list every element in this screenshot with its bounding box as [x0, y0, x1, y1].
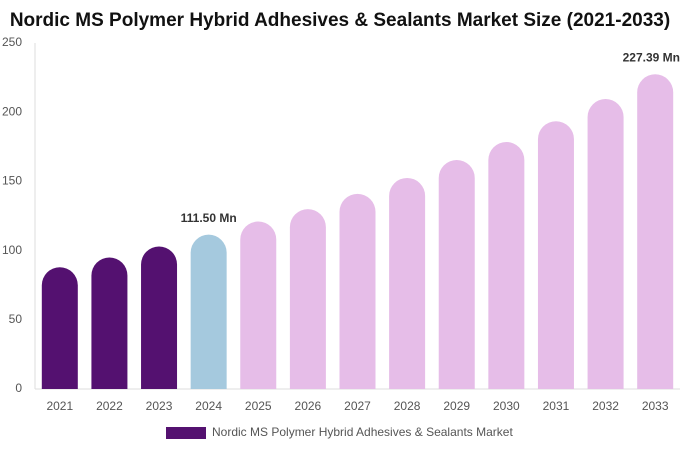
x-tick-label: 2033	[642, 399, 669, 413]
x-tick-label: 2028	[394, 399, 421, 413]
bar	[587, 99, 624, 389]
x-tick-label: 2023	[146, 399, 173, 413]
y-tick-label: 0	[15, 381, 22, 395]
bar	[289, 209, 326, 389]
x-tick-label: 2025	[245, 399, 272, 413]
bar	[240, 221, 277, 389]
x-tick-label: 2021	[46, 399, 73, 413]
x-tick-label: 2022	[96, 399, 123, 413]
bar	[389, 177, 426, 389]
legend-label: Nordic MS Polymer Hybrid Adhesives & Sea…	[212, 425, 513, 439]
bar	[41, 267, 78, 389]
bar	[537, 121, 574, 390]
legend-swatch	[166, 427, 206, 439]
bar	[438, 159, 475, 389]
bar	[91, 257, 128, 389]
value-label: 111.50 Mn	[181, 211, 237, 225]
x-tick-label: 2026	[295, 399, 322, 413]
x-tick-label: 2031	[543, 399, 570, 413]
x-tick-label: 2032	[592, 399, 619, 413]
y-tick-label: 250	[2, 35, 22, 49]
bar	[488, 141, 525, 389]
chart-title: Nordic MS Polymer Hybrid Adhesives & Sea…	[10, 10, 670, 31]
x-tick-label: 2027	[344, 399, 371, 413]
value-label: 227.39 Mn	[623, 50, 680, 64]
y-tick-label: 150	[2, 174, 22, 188]
y-tick-label: 200	[2, 104, 22, 118]
bar	[637, 74, 674, 389]
x-tick-label: 2030	[493, 399, 520, 413]
bar	[141, 246, 178, 389]
x-tick-label: 2029	[443, 399, 470, 413]
x-tick-label: 2024	[195, 399, 222, 413]
bar	[339, 193, 376, 389]
bar	[190, 234, 227, 389]
y-tick-label: 100	[2, 243, 22, 257]
y-tick-label: 50	[9, 312, 23, 326]
